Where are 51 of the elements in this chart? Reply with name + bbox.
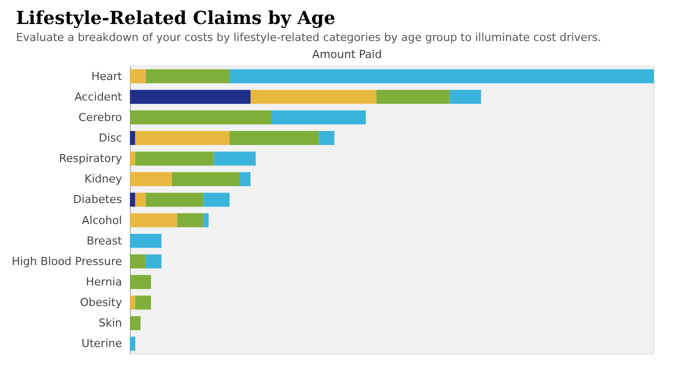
bar xyxy=(130,275,151,289)
bar xyxy=(177,213,204,228)
bar xyxy=(130,192,136,207)
bar xyxy=(214,152,256,166)
bar xyxy=(271,110,366,124)
bar xyxy=(230,69,654,84)
bar xyxy=(130,172,172,186)
bar xyxy=(130,69,146,84)
y-tick-label: Alcohol xyxy=(82,214,122,227)
x-axis-title: Amount Paid xyxy=(312,48,382,61)
bar xyxy=(135,192,146,207)
y-tick-label: Obesity xyxy=(80,296,122,310)
y-tick-label: Cerebro xyxy=(78,110,122,124)
bar xyxy=(130,316,140,330)
bar xyxy=(130,213,178,228)
bar xyxy=(130,234,162,248)
y-tick-label: Heart xyxy=(91,70,123,83)
y-tick-label: High Blood Pressure xyxy=(12,254,122,268)
bar xyxy=(130,296,136,310)
y-tick-label: Diabetes xyxy=(73,193,122,206)
bar xyxy=(172,172,240,186)
bar xyxy=(130,254,146,268)
bar xyxy=(130,131,136,145)
bar xyxy=(376,90,450,104)
bar xyxy=(130,152,136,166)
bar xyxy=(146,69,230,84)
bar xyxy=(130,336,136,351)
bar xyxy=(130,90,251,104)
bar xyxy=(203,192,230,207)
y-tick-label: Uterine xyxy=(82,337,122,350)
bar xyxy=(146,192,204,207)
y-tick-label: Skin xyxy=(98,316,122,330)
y-tick-label: Accident xyxy=(74,90,123,104)
bar xyxy=(130,110,272,124)
chart-subtitle: Evaluate a breakdown of your costs by lifestyle-related categories by age group to illuminate cost drivers. xyxy=(16,31,602,44)
y-tick-label: Disc xyxy=(98,132,122,144)
bar xyxy=(203,213,209,228)
y-tick-label: Breast xyxy=(86,234,123,248)
bar xyxy=(135,131,230,145)
bar xyxy=(135,296,151,310)
y-tick-label: Respiratory xyxy=(58,152,122,166)
chart-title: Lifestyle-Related Claims by Age xyxy=(16,8,336,29)
y-tick-label: Hernia xyxy=(86,276,122,288)
y-tick-label: Kidney xyxy=(84,172,122,186)
bar xyxy=(146,254,162,268)
bar xyxy=(450,90,482,104)
bar xyxy=(250,90,376,104)
bar xyxy=(240,172,251,186)
bar xyxy=(135,152,214,166)
bar xyxy=(230,131,319,145)
bar xyxy=(318,131,334,145)
